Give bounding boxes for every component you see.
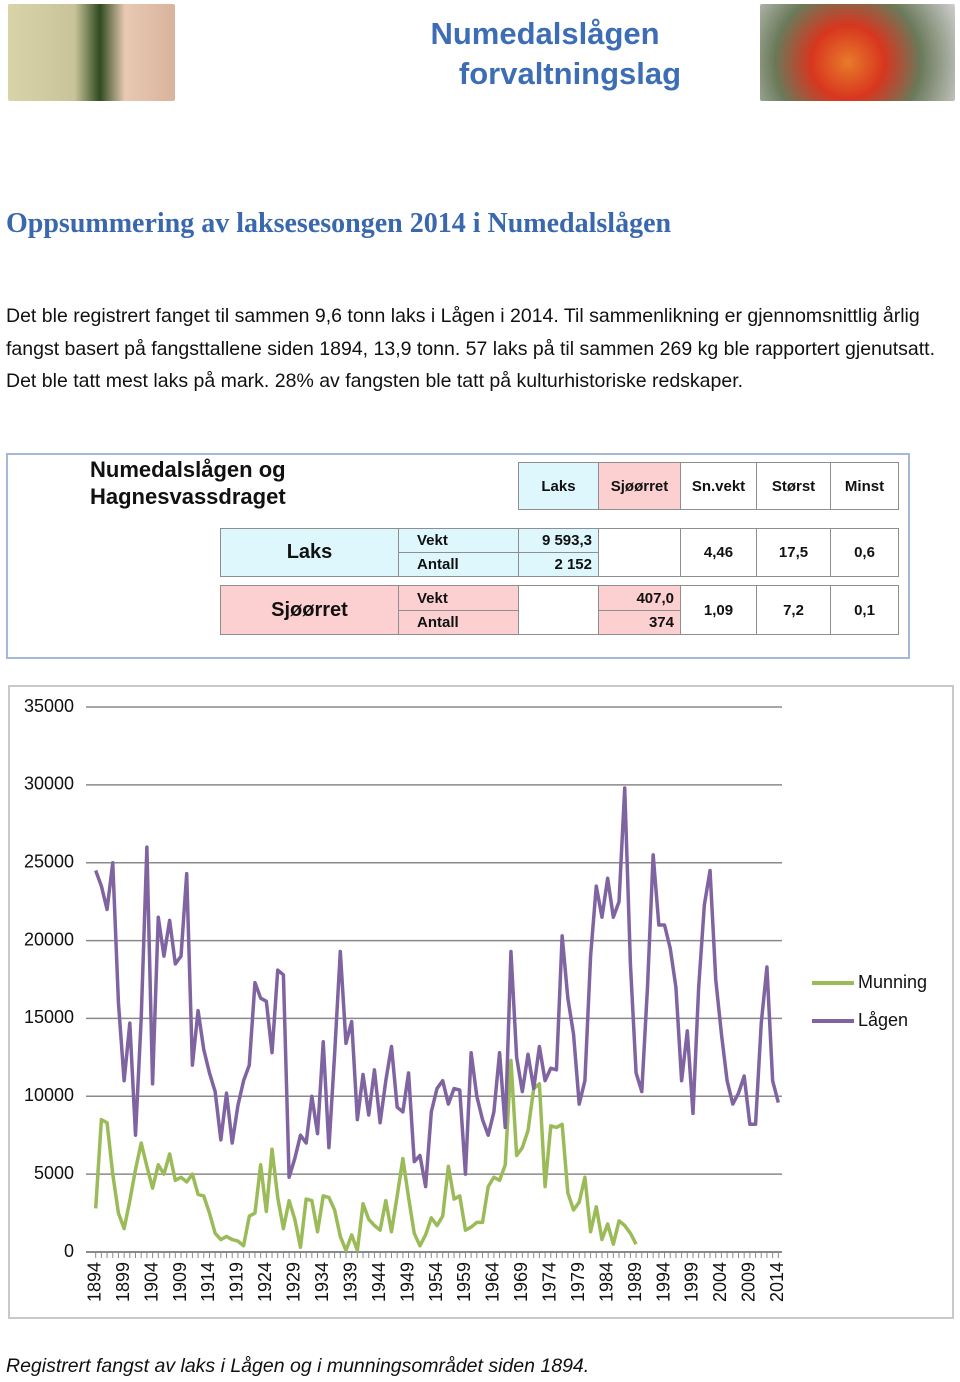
measure: Antall xyxy=(398,610,519,635)
logo-line: Numedalslågen xyxy=(430,16,660,51)
x-tick-label: 1909 xyxy=(170,1262,190,1302)
value: 407,0 xyxy=(598,585,681,611)
row-header: Sjøørret xyxy=(220,585,399,635)
x-tick-label: 1984 xyxy=(596,1262,616,1302)
x-tick-label: 1924 xyxy=(255,1262,275,1302)
value: 374 xyxy=(598,610,681,635)
header-photo-right xyxy=(760,4,955,101)
x-tick-label: 1969 xyxy=(511,1262,531,1302)
y-tick-label: 35000 xyxy=(24,696,74,716)
row-header: Laks xyxy=(220,528,399,577)
y-tick-label: 30000 xyxy=(24,774,74,794)
x-tick-label: 1904 xyxy=(141,1262,161,1302)
column-header: Sjøørret xyxy=(598,462,681,510)
value: 9 593,3 xyxy=(518,528,599,553)
value: 0,6 xyxy=(830,528,899,577)
paragraph: Det ble registrert fanget til sammen 9,6… xyxy=(6,305,936,392)
empty-cell xyxy=(598,528,681,577)
y-tick-label: 15000 xyxy=(24,1007,74,1027)
legend-label: Lågen xyxy=(858,1010,908,1030)
y-tick-label: 25000 xyxy=(24,851,74,871)
x-tick-label: 1934 xyxy=(312,1262,332,1302)
x-tick-label: 1979 xyxy=(568,1262,588,1302)
x-tick-label: 1929 xyxy=(284,1262,304,1302)
x-tick-label: 1999 xyxy=(682,1262,702,1302)
logo-line: forvaltningslag xyxy=(458,56,682,91)
x-tick-label: 1954 xyxy=(426,1262,446,1302)
x-tick-label: 1944 xyxy=(369,1262,389,1302)
x-tick-label: 2009 xyxy=(739,1262,759,1302)
series-line xyxy=(93,1058,638,1253)
chart: 0 5000 10000 15000 20000 25000 30000 35000 1894 1… xyxy=(24,696,927,1302)
title: Oppsummering av laksesesongen 2014 i Num… xyxy=(6,208,672,239)
x-tick-label: 2014 xyxy=(767,1262,787,1302)
x-tick-label: 1994 xyxy=(653,1262,673,1302)
x-tick-label: 1989 xyxy=(625,1262,645,1302)
measure: Vekt xyxy=(398,585,519,611)
table-box xyxy=(6,453,910,659)
measure: Vekt xyxy=(398,528,519,553)
x-tick-label: 2004 xyxy=(710,1262,730,1302)
value: 2 152 xyxy=(518,552,599,577)
value: 4,46 xyxy=(680,528,757,577)
y-tick-label: 0 xyxy=(64,1241,74,1261)
x-tick-label: 1894 xyxy=(84,1262,104,1302)
y-tick-label: 10000 xyxy=(24,1085,74,1105)
value: 0,1 xyxy=(830,585,899,635)
empty-cell xyxy=(518,585,599,635)
table-title: Numedalslågen og Hagnesvassdraget xyxy=(90,457,286,509)
column-header: Minst xyxy=(830,462,899,510)
column-header: Sn.vekt xyxy=(680,462,757,510)
measure: Antall xyxy=(398,552,519,577)
caption: Registrert fangst av laks i Lågen og i m… xyxy=(6,1355,590,1377)
x-tick-label: 1919 xyxy=(227,1262,247,1302)
x-tick-label: 1899 xyxy=(113,1262,133,1302)
column-header: Størst xyxy=(756,462,831,510)
x-tick-label: 1964 xyxy=(483,1262,503,1302)
x-tick-label: 1914 xyxy=(198,1262,218,1302)
chart-frame xyxy=(8,685,954,1319)
column-header: Laks xyxy=(518,462,599,510)
y-tick-label: 20000 xyxy=(24,929,74,949)
header-photo-left xyxy=(8,4,175,101)
x-tick-label: 1974 xyxy=(540,1262,560,1302)
value: 17,5 xyxy=(756,528,831,577)
value: 7,2 xyxy=(756,585,831,635)
series-line xyxy=(94,786,781,1189)
x-tick-label: 1939 xyxy=(340,1262,360,1302)
x-tick-label: 1949 xyxy=(397,1262,417,1302)
legend-label: Munning xyxy=(858,972,927,992)
x-tick-label: 1959 xyxy=(454,1262,474,1302)
value: 1,09 xyxy=(680,585,757,635)
y-tick-label: 5000 xyxy=(34,1163,74,1183)
